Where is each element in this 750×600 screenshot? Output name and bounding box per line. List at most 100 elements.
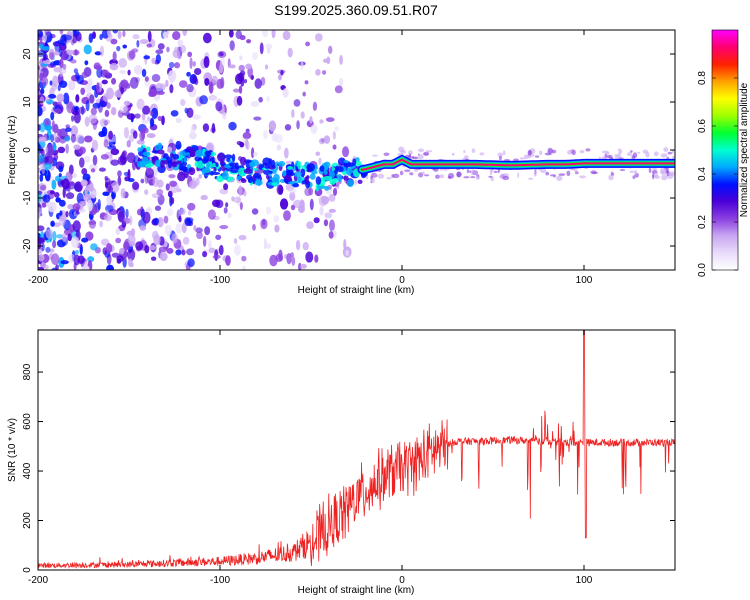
snr-y-tick-label: 800	[22, 363, 33, 380]
spectrogram-ridge-blob	[271, 182, 279, 186]
spectrogram-noise-blob	[310, 124, 318, 134]
spectrogram-noise-blob	[132, 181, 140, 191]
spectrogram-ridge-blob	[324, 185, 330, 191]
spectrogram-noise-blob	[305, 41, 311, 47]
spectrogram-noise-blob	[285, 160, 293, 165]
spectrogram-noise-blob	[332, 131, 336, 140]
spectrogram-noise-blob	[47, 93, 57, 99]
spectrogram-noise-blob	[154, 205, 162, 211]
spectrogram-noise-blob	[207, 209, 216, 220]
spectrogram-noise-blob	[41, 162, 46, 175]
spectrogram-haze-blob	[423, 151, 430, 156]
spectrogram-haze-blob	[660, 153, 668, 158]
spectrogram-noise-blob	[263, 238, 267, 250]
spectrogram-haze-blob	[630, 150, 633, 153]
spectrogram-noise-blob	[187, 202, 196, 211]
spectrogram-noise-blob	[157, 115, 163, 121]
colorbar-label: Normalized spectral amplitude	[739, 82, 750, 217]
spectrogram-noise-blob	[309, 116, 313, 124]
spectrogram-haze-blob	[626, 152, 633, 157]
spectrogram-haze-blob	[547, 147, 553, 154]
spectrogram-noise-blob	[72, 49, 80, 56]
spectrogram-noise-blob	[117, 30, 122, 40]
spectrogram-haze-blob	[391, 174, 395, 178]
spectrogram-noise-blob	[282, 88, 289, 98]
spectrogram-noise-blob	[112, 30, 119, 34]
spectrogram-noise-blob	[302, 91, 306, 97]
spectrogram-haze-blob	[614, 154, 619, 158]
spectrogram-noise-blob	[53, 51, 60, 56]
snr-y-label: SNR (10 * v/v)	[7, 418, 18, 482]
spectrogram-noise-blob	[50, 220, 55, 227]
spectrogram-noise-blob	[102, 69, 109, 76]
colorbar-tick-label: 0.8	[697, 71, 708, 85]
spectrogram-noise-blob	[277, 74, 282, 81]
spectrogram-noise-blob	[342, 146, 350, 158]
spectrogram-haze-blob	[579, 175, 586, 179]
spectrogram-noise-blob	[326, 56, 331, 65]
spectrogram-noise-blob	[65, 192, 75, 200]
spectrogram-ridge-blob	[160, 159, 165, 169]
spectrogram-noise-blob	[196, 231, 203, 240]
spectrogram-haze-blob	[654, 175, 660, 180]
spectrogram-noise-blob	[132, 34, 140, 40]
spectrogram-noise-blob	[187, 258, 195, 268]
spectrogram-noise-blob	[65, 210, 69, 218]
spectrogram-ridge-blob	[336, 165, 344, 173]
spectrogram-haze-blob	[632, 152, 638, 159]
spectrogram-noise-blob	[127, 233, 136, 246]
spectrogram-noise-blob	[245, 137, 249, 149]
spectrogram-haze-blob	[566, 170, 571, 177]
spectrogram-noise-blob	[223, 183, 229, 191]
spectrogram-ridge-blob	[213, 166, 217, 173]
spectrogram-noise-blob	[178, 208, 186, 216]
spectrogram-noise-blob	[328, 193, 336, 202]
spectrogram-haze-blob	[493, 170, 498, 173]
spectrogram-noise-blob	[72, 203, 81, 211]
spectrogram-noise-blob	[180, 99, 186, 107]
spectrogram-noise-blob	[209, 95, 217, 101]
spectrogram-noise-blob	[176, 188, 182, 193]
spectrogram-haze-blob	[424, 174, 430, 177]
spectrogram-noise-blob	[182, 236, 190, 245]
spectrogram-noise-blob	[144, 244, 150, 254]
spectrogram-ridge-blob	[297, 161, 302, 170]
spectrogram-noise-blob	[128, 134, 135, 143]
spectrogram-noise-blob	[312, 101, 318, 111]
spectrogram-noise-blob	[38, 225, 45, 232]
spectrogram-ridge-blob	[151, 150, 158, 154]
spectrogram-noise-blob	[199, 95, 208, 105]
spectrogram-noise-blob	[133, 64, 143, 75]
spectrogram-noise-blob	[189, 57, 193, 70]
spectrogram-noise-blob	[146, 133, 156, 139]
spectrogram-ridge-blob	[329, 170, 335, 179]
spectrogram-noise-blob	[87, 83, 92, 96]
spectrogram-noise-blob	[55, 264, 59, 270]
spectrogram-noise-blob	[116, 255, 124, 262]
spectrogram-noise-blob	[91, 139, 99, 151]
spectrogram-noise-blob	[111, 190, 116, 200]
spectrogram-noise-blob	[56, 93, 65, 103]
spectrogram-haze-blob	[463, 176, 470, 179]
spectrogram-noise-blob	[278, 249, 283, 261]
spectrogram-noise-blob	[58, 214, 66, 226]
spectrogram-haze-blob	[653, 151, 659, 157]
spectrogram-noise-blob	[283, 210, 291, 221]
spectrogram-x-tick-label: 100	[576, 275, 593, 286]
spectrogram-noise-blob	[84, 60, 89, 66]
spectrogram-noise-blob	[53, 191, 60, 198]
spectrogram-haze-blob	[629, 170, 635, 173]
spectrogram-noise-blob	[177, 171, 186, 182]
spectrogram-noise-blob	[192, 75, 197, 83]
spectrogram-noise-blob	[239, 34, 246, 41]
spectrogram-noise-blob	[215, 234, 222, 240]
spectrogram-noise-blob	[151, 73, 161, 83]
spectrogram-noise-blob	[288, 188, 297, 194]
spectrogram-noise-blob	[81, 237, 89, 243]
spectrogram-noise-blob	[149, 117, 155, 127]
spectrogram-noise-blob	[42, 194, 51, 203]
spectrogram-noise-blob	[128, 50, 136, 60]
spectrogram-noise-blob	[187, 210, 192, 216]
spectrogram-noise-blob	[259, 42, 264, 55]
